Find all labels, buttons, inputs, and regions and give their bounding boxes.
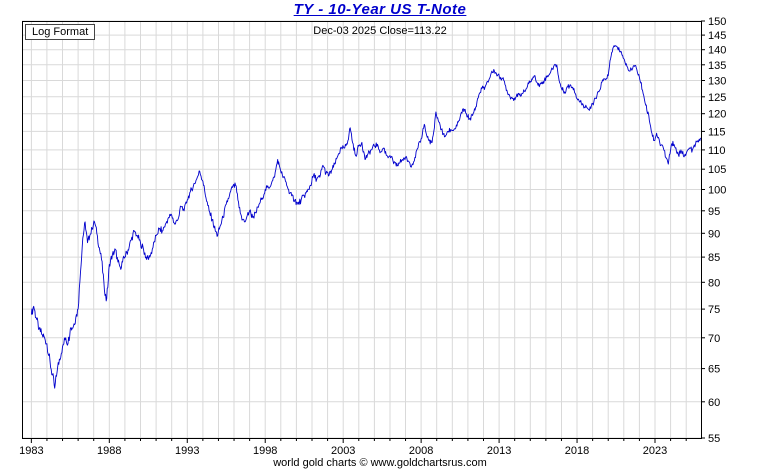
axis-ticks	[30, 20, 705, 443]
y-tick-label: 135	[708, 60, 726, 72]
y-tick-label: 55	[708, 433, 720, 445]
y-tick-label: 95	[708, 206, 720, 218]
x-tick-label: 1993	[175, 445, 199, 457]
x-tick-label: 2018	[565, 445, 589, 457]
x-tick-label: 2003	[331, 445, 355, 457]
y-tick-label: 145	[708, 30, 726, 42]
chart-subtitle: Dec-03 2025 Close=113.22	[313, 25, 447, 37]
y-tick-label: 65	[708, 364, 720, 376]
y-tick-label: 80	[708, 277, 720, 289]
y-tick-label: 115	[708, 126, 726, 138]
y-tick-label: 70	[708, 333, 720, 345]
y-tick-label: 120	[708, 109, 726, 121]
y-tick-label: 60	[708, 397, 720, 409]
x-tick-label: 1998	[253, 445, 277, 457]
x-tick-label: 1983	[19, 445, 43, 457]
y-tick-label: 105	[708, 164, 726, 176]
y-tick-label: 150	[708, 16, 726, 28]
y-tick-label: 125	[708, 92, 726, 104]
y-tick-label: 100	[708, 185, 726, 197]
axis-labels: 1983 1988 1993 1998 2003 2008 2013 2018 2023 55 60…	[19, 16, 726, 457]
grid-lines	[22, 20, 701, 439]
price-line	[30, 45, 701, 389]
x-tick-label: 2008	[409, 445, 433, 457]
y-tick-label: 110	[708, 145, 726, 157]
x-tick-label: 2013	[487, 445, 511, 457]
chart-footer-credit: world gold charts © www.goldchartsrus.co…	[273, 457, 487, 469]
log-format-label: Log Format	[25, 24, 96, 40]
y-tick-label: 130	[708, 76, 726, 88]
y-tick-label: 90	[708, 228, 720, 240]
y-tick-label: 75	[708, 304, 720, 316]
chart-title: TY - 10-Year US T-Note	[293, 1, 467, 18]
y-tick-label: 140	[708, 45, 726, 57]
x-tick-label: 1988	[97, 445, 121, 457]
y-tick-label: 85	[708, 252, 720, 264]
x-tick-label: 2023	[643, 445, 667, 457]
chart-frame	[22, 21, 702, 439]
